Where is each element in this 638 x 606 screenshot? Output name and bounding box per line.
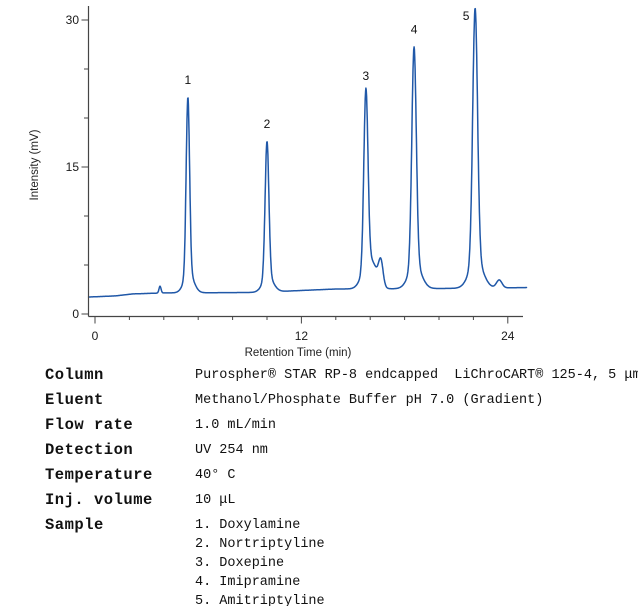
peak-label-4: 4 (411, 23, 418, 37)
condition-label: Eluent (45, 391, 104, 409)
conditions-table: Column Purospher® STAR RP-8 endcapped LiC… (45, 366, 638, 606)
peak-label-5: 5 (463, 9, 470, 23)
x-tick-label: 12 (295, 329, 309, 343)
condition-row: Flow rate 1.0 mL/min (45, 416, 637, 435)
condition-label: Inj. volume (45, 491, 153, 509)
condition-value-line: Methanol/Phosphate Buffer pH 7.0 (Gradie… (195, 393, 544, 408)
condition-value: 1. Doxylamine 2. Nortriptyline 3. Doxepine… (195, 516, 637, 606)
condition-value: 10 μL (195, 491, 637, 510)
condition-value-line: 4. Imipramine (195, 575, 301, 590)
x-axis-title: Retention Time (min) (245, 347, 352, 359)
condition-value: 40° C (195, 466, 637, 485)
condition-value-line: 2. Nortriptyline (195, 537, 325, 552)
condition-value-line: 1. Doxylamine (195, 518, 301, 533)
peak-label-2: 2 (264, 117, 271, 131)
condition-row: Detection UV 254 nm (45, 441, 637, 460)
peak-label-3: 3 (363, 69, 370, 83)
condition-value: Purospher® STAR RP-8 endcapped LiChroCAR… (195, 366, 638, 385)
condition-label: Temperature (45, 466, 153, 484)
condition-value-line: UV 254 nm (195, 443, 268, 458)
condition-value-line: 3. Doxepine (195, 556, 285, 571)
condition-row: Eluent Methanol/Phosphate Buffer pH 7.0 (… (45, 391, 637, 410)
y-axis-title: Intensity (mV) (29, 129, 41, 200)
condition-label: Flow rate (45, 416, 134, 434)
condition-value: 1.0 mL/min (195, 416, 637, 435)
condition-row: Sample 1. Doxylamine 2. Nortriptyline 3. Do… (45, 516, 637, 606)
condition-value-line: 40° C (195, 468, 236, 483)
condition-row: Inj. volume 10 μL (45, 491, 637, 510)
y-tick-label: 15 (66, 160, 80, 174)
condition-value-line: Purospher® STAR RP-8 endcapped LiChroCAR… (195, 368, 638, 383)
condition-value: UV 254 nm (195, 441, 637, 460)
x-tick-label: 24 (501, 329, 515, 343)
condition-label: Column (45, 366, 104, 384)
chromatogram-trace (87, 7, 528, 298)
condition-row: Temperature 40° C (45, 466, 637, 485)
condition-value-line: 10 μL (195, 493, 236, 508)
condition-row: Column Purospher® STAR RP-8 endcapped LiC… (45, 366, 638, 385)
condition-label: Sample (45, 516, 104, 534)
condition-value-line: 1.0 mL/min (195, 418, 277, 433)
condition-value: Methanol/Phosphate Buffer pH 7.0 (Gradie… (195, 391, 637, 410)
condition-value-line: 5. Amitriptyline (195, 594, 325, 606)
condition-label: Detection (45, 441, 134, 459)
y-tick-label: 0 (72, 307, 79, 321)
y-tick-label: 30 (66, 13, 80, 27)
x-tick-label: 0 (92, 329, 99, 343)
peak-label-1: 1 (185, 73, 192, 87)
